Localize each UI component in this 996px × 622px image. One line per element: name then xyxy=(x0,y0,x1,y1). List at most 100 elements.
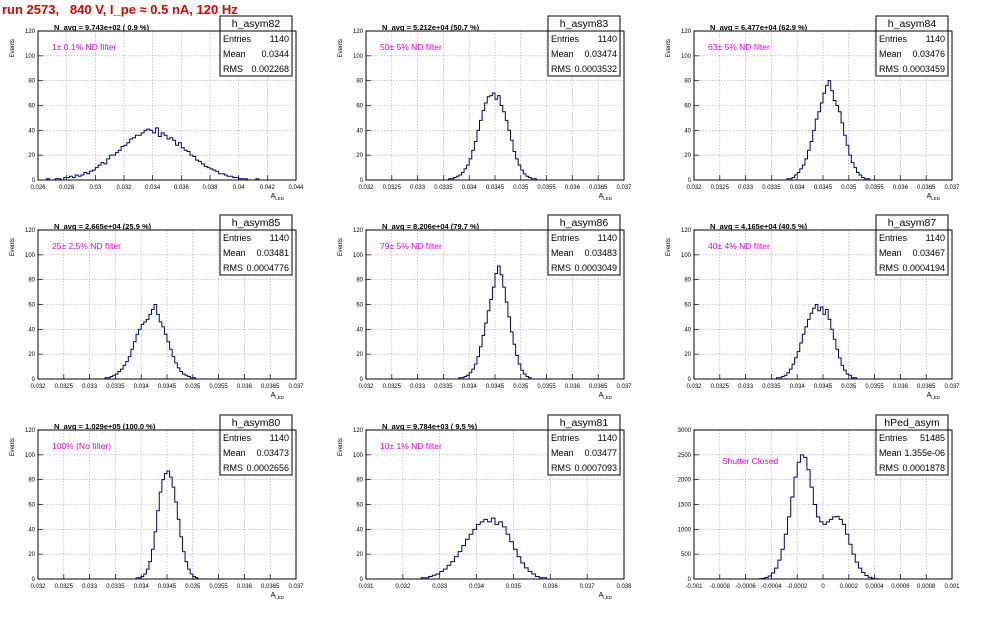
x-tick-label: 0.037 xyxy=(944,185,960,191)
y-axis-label: Events xyxy=(338,238,344,256)
histogram-panel: 0.026 0.028 0.03 0.032 0.034 0.036 0.038 0.04 0.… xyxy=(10,15,304,201)
x-tick-label: 0.04 xyxy=(233,185,245,191)
filter-label: 10± 1% ND filter xyxy=(380,441,442,451)
x-tick-label: 0.033 xyxy=(82,584,98,590)
stats-label: Mean xyxy=(879,248,902,258)
x-tick-label: 0.0365 xyxy=(917,185,936,191)
y-tick-label: 120 xyxy=(353,228,364,234)
histogram-line xyxy=(38,127,296,181)
stats-value: 1140 xyxy=(598,433,617,443)
stats-label: RMS xyxy=(223,64,243,74)
x-tick-label: 0.034 xyxy=(145,185,161,191)
n-avg-label: N_avg = 9.784e+03 ( 9.5 %) xyxy=(382,422,478,431)
stats-value: 0.03474 xyxy=(584,49,617,59)
x-tick-label: 0.0365 xyxy=(261,384,280,390)
stats-label: Mean xyxy=(223,448,246,458)
y-tick-label: 80 xyxy=(684,278,691,284)
y-tick-label: 0 xyxy=(688,377,692,383)
x-tick-label: 0.033 xyxy=(738,384,754,390)
y-tick-label: 60 xyxy=(684,303,691,309)
y-tick-label: 120 xyxy=(25,428,36,434)
x-tick-label: 0.036 xyxy=(565,185,581,191)
stats-value: 0.0002656 xyxy=(246,463,289,473)
plot-frame xyxy=(37,30,297,181)
x-tick-label: 0.0335 xyxy=(434,384,453,390)
plot-frame xyxy=(365,229,625,380)
n-avg-label: N_avg = 4.165e+04 (40.5 %) xyxy=(710,222,808,231)
histogram-line xyxy=(135,470,201,580)
x-tick-label: 0.0345 xyxy=(814,384,833,390)
filter-label: 25± 2.5% ND filter xyxy=(52,241,121,251)
x-tick-label: 0.032 xyxy=(686,384,702,390)
x-tick-label: 0.0335 xyxy=(762,185,781,191)
x-tick-label: 0.042 xyxy=(260,185,276,191)
stats-value: 0.0007093 xyxy=(574,463,617,473)
y-tick-label: 60 xyxy=(356,503,363,509)
stats-value: 0.03473 xyxy=(256,448,289,458)
x-tick-label: 0.0355 xyxy=(865,384,884,390)
y-tick-label: 60 xyxy=(28,303,35,309)
y-tick-label: 100 xyxy=(681,54,692,60)
y-tick-label: 80 xyxy=(28,278,35,284)
stats-label: RMS xyxy=(551,64,571,74)
filter-label: 79± 5% ND filter xyxy=(380,241,442,251)
stats-value: 0.03477 xyxy=(584,448,617,458)
x-tick-label: 0.033 xyxy=(82,384,98,390)
stats-value: 0.0344 xyxy=(261,49,289,59)
x-axis-label: ALED xyxy=(599,592,613,600)
x-tick-label: 0.0335 xyxy=(762,384,781,390)
plot-frame xyxy=(365,429,625,580)
x-tick-label: 0.0006 xyxy=(891,584,910,590)
histogram-line xyxy=(448,92,539,181)
x-tick-label: 0.0325 xyxy=(383,384,402,390)
stats-label: Mean xyxy=(223,49,246,59)
x-tick-label: 0 xyxy=(821,584,825,590)
stats-value: 1140 xyxy=(926,233,945,243)
y-tick-label: 2500 xyxy=(678,453,692,459)
n-avg-label: N_avg = 1.029e+05 (100.0 %) xyxy=(54,422,156,431)
stats-value: 1140 xyxy=(270,233,289,243)
histogram-name: h_asym86 xyxy=(560,217,609,229)
n-avg-label: N_avg = 5.212e+04 (50.7 %) xyxy=(382,23,480,32)
stats-value: 51485 xyxy=(920,433,945,443)
stats-label: Mean xyxy=(551,248,574,258)
y-tick-label: 60 xyxy=(684,104,691,110)
filter-label: Shutter Closed xyxy=(722,456,778,466)
histogram-panel: 0.032 0.0325 0.033 0.0335 0.034 0.0345 0.035 0.… xyxy=(338,15,632,201)
y-tick-label: 20 xyxy=(684,352,691,358)
x-tick-label: 0.0002 xyxy=(840,584,859,590)
x-tick-label: 0.032 xyxy=(116,185,132,191)
y-tick-label: 80 xyxy=(356,79,363,85)
x-tick-label: 0.0355 xyxy=(209,584,228,590)
x-tick-label: 0.032 xyxy=(358,384,374,390)
y-tick-label: 0 xyxy=(360,178,364,184)
x-tick-label: 0.035 xyxy=(513,384,529,390)
x-tick-label: 0.0365 xyxy=(589,384,608,390)
y-tick-label: 40 xyxy=(684,128,691,134)
plot-frame xyxy=(693,30,953,181)
histogram-line xyxy=(758,454,882,580)
histogram-panel: 0.032 0.0325 0.033 0.0335 0.034 0.0345 0.035 0.… xyxy=(338,214,632,400)
y-tick-label: 60 xyxy=(356,303,363,309)
x-tick-label: 0.0008 xyxy=(917,584,936,590)
y-tick-label: 20 xyxy=(28,352,35,358)
x-tick-label: 0.034 xyxy=(469,584,485,590)
x-tick-label: 0.033 xyxy=(410,185,426,191)
x-tick-label: 0.037 xyxy=(616,384,632,390)
y-axis-label: Events xyxy=(338,39,344,57)
y-tick-label: 40 xyxy=(28,327,35,333)
x-tick-label: 0.031 xyxy=(358,584,374,590)
x-tick-label: 0.036 xyxy=(565,384,581,390)
stats-label: Entries xyxy=(551,433,580,443)
histogram-panel: 0.032 0.0325 0.033 0.0335 0.034 0.0345 0.035 0.… xyxy=(666,214,960,400)
x-tick-label: 0.034 xyxy=(790,185,806,191)
x-tick-label: 0.035 xyxy=(506,584,522,590)
x-tick-label: 0.036 xyxy=(174,185,190,191)
x-tick-label: 0.036 xyxy=(237,584,253,590)
histogram-line xyxy=(776,304,860,380)
y-tick-label: 120 xyxy=(25,228,36,234)
x-tick-label: 0.0325 xyxy=(711,185,730,191)
stats-value: 1140 xyxy=(598,34,617,44)
x-tick-label: -0.0006 xyxy=(735,584,756,590)
